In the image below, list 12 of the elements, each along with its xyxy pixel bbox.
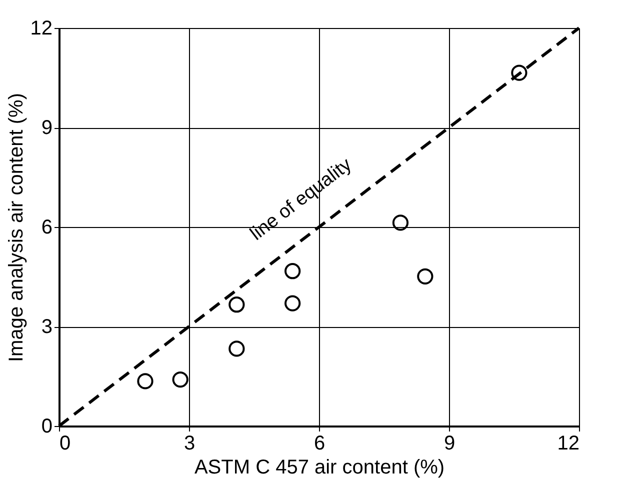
x-tick-label: 3 — [184, 432, 196, 454]
y-tick-label: 6 — [41, 216, 52, 238]
y-tick-label: 12 — [30, 18, 52, 40]
y-tick-label: 0 — [41, 416, 52, 438]
y-axis-title: Image analysis air content (%) — [5, 92, 28, 362]
x-tick-label: 0 — [60, 432, 71, 454]
y-tick-label: 9 — [41, 117, 52, 139]
x-tick-label: 12 — [557, 432, 580, 454]
x-tick-label: 9 — [444, 432, 456, 454]
x-tick-label: 6 — [314, 432, 326, 454]
y-tick-label: 3 — [41, 316, 52, 338]
x-axis-title: ASTM C 457 air content (%) — [194, 456, 445, 478]
